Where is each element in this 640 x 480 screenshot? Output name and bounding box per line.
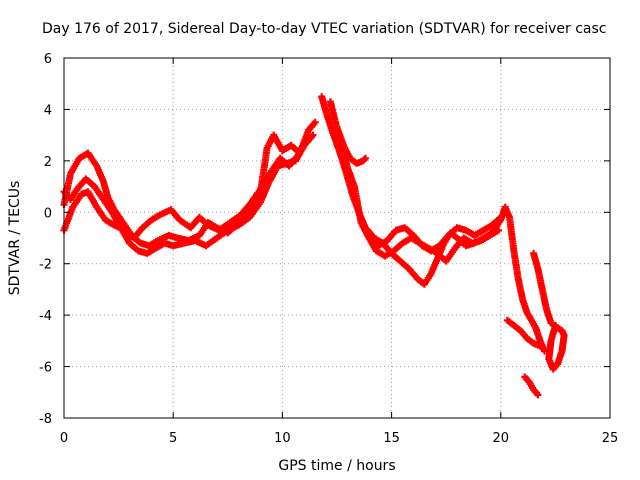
y-tick-label: -6 bbox=[39, 361, 52, 376]
x-tick-label: 0 bbox=[60, 431, 68, 446]
x-tick-labels: 0 5 10 15 20 25 bbox=[60, 431, 618, 446]
x-axis-title: GPS time / hours bbox=[278, 458, 395, 474]
series-track bbox=[333, 123, 369, 167]
axis-ticks bbox=[63, 57, 611, 419]
y-tick-labels: -8 -6 -4 -2 0 2 4 6 bbox=[39, 52, 52, 427]
series-track bbox=[503, 316, 544, 350]
plot-frame bbox=[63, 57, 611, 419]
series-track bbox=[366, 213, 505, 255]
y-axis-title: SDTVAR / TECUs bbox=[7, 181, 23, 296]
y-tick-label: -8 bbox=[39, 412, 52, 427]
x-tick-label: 10 bbox=[274, 431, 291, 446]
data-point-markers bbox=[333, 123, 369, 167]
x-tick-label: 15 bbox=[383, 431, 400, 446]
data-point-markers bbox=[530, 249, 568, 373]
grid bbox=[64, 58, 610, 418]
data-point-markers bbox=[366, 213, 505, 255]
y-tick-label: -2 bbox=[39, 258, 52, 273]
x-tick-label: 5 bbox=[169, 431, 177, 446]
y-tick-label: -4 bbox=[39, 309, 52, 324]
y-tick-label: 0 bbox=[44, 206, 52, 221]
y-tick-label: 2 bbox=[44, 155, 52, 170]
data-point-markers bbox=[503, 316, 544, 350]
series-track bbox=[530, 249, 568, 373]
data-point-markers bbox=[521, 373, 542, 399]
x-tick-label: 25 bbox=[602, 431, 619, 446]
data-series bbox=[60, 93, 568, 399]
x-tick-label: 20 bbox=[493, 431, 510, 446]
chart-title: Day 176 of 2017, Sidereal Day-to-day VTE… bbox=[42, 21, 606, 37]
series-track bbox=[521, 373, 542, 399]
y-tick-label: 6 bbox=[44, 52, 52, 67]
y-tick-label: 4 bbox=[44, 103, 52, 118]
